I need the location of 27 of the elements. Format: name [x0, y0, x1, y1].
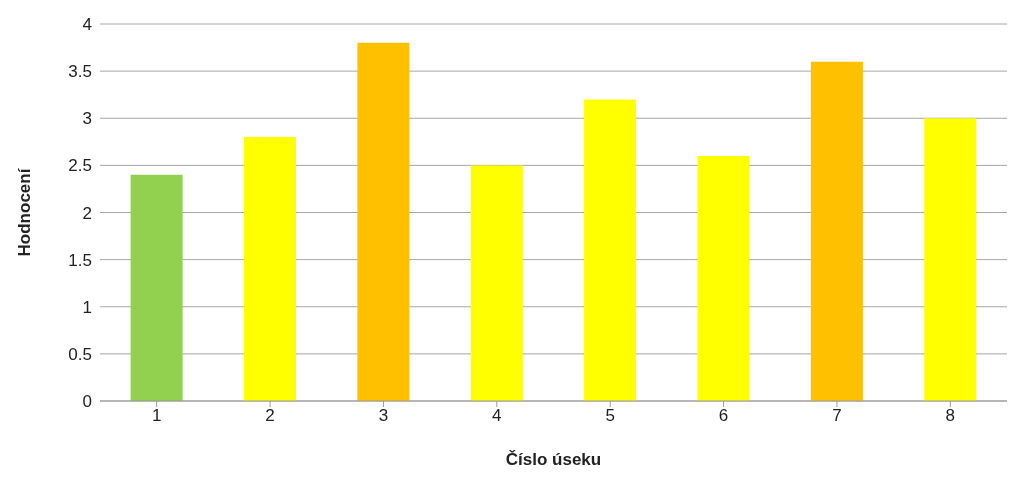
x-tick-label: 2	[265, 406, 275, 426]
y-tick-label: 2.5	[68, 156, 92, 176]
x-tick-label: 5	[605, 406, 615, 426]
x-tick-label: 3	[378, 406, 389, 426]
x-axis-title: Číslo úseku	[505, 450, 602, 469]
bar	[584, 99, 637, 401]
bar	[470, 165, 523, 401]
y-tick-label: 1.5	[68, 250, 92, 270]
x-tick-label: 7	[832, 406, 842, 426]
bar	[357, 42, 410, 401]
y-tick-label: 2	[82, 203, 92, 223]
y-tick-label: 3.5	[68, 62, 92, 82]
bar	[697, 155, 750, 401]
bar	[130, 174, 183, 401]
y-axis-title: Hodnocení	[15, 167, 35, 257]
x-tick-label: 6	[718, 406, 729, 426]
x-tick-label: 1	[151, 406, 162, 426]
y-tick-label: 4	[82, 15, 92, 35]
bar	[924, 118, 977, 401]
bar	[810, 61, 863, 401]
x-tick-label: 4	[492, 406, 502, 426]
bar	[243, 137, 296, 401]
y-tick-label: 1	[82, 297, 92, 317]
x-tick-label: 8	[945, 406, 956, 426]
y-tick-label: 0	[82, 392, 92, 412]
y-tick-label: 0.5	[68, 344, 92, 364]
y-tick-label: 3	[82, 109, 92, 129]
